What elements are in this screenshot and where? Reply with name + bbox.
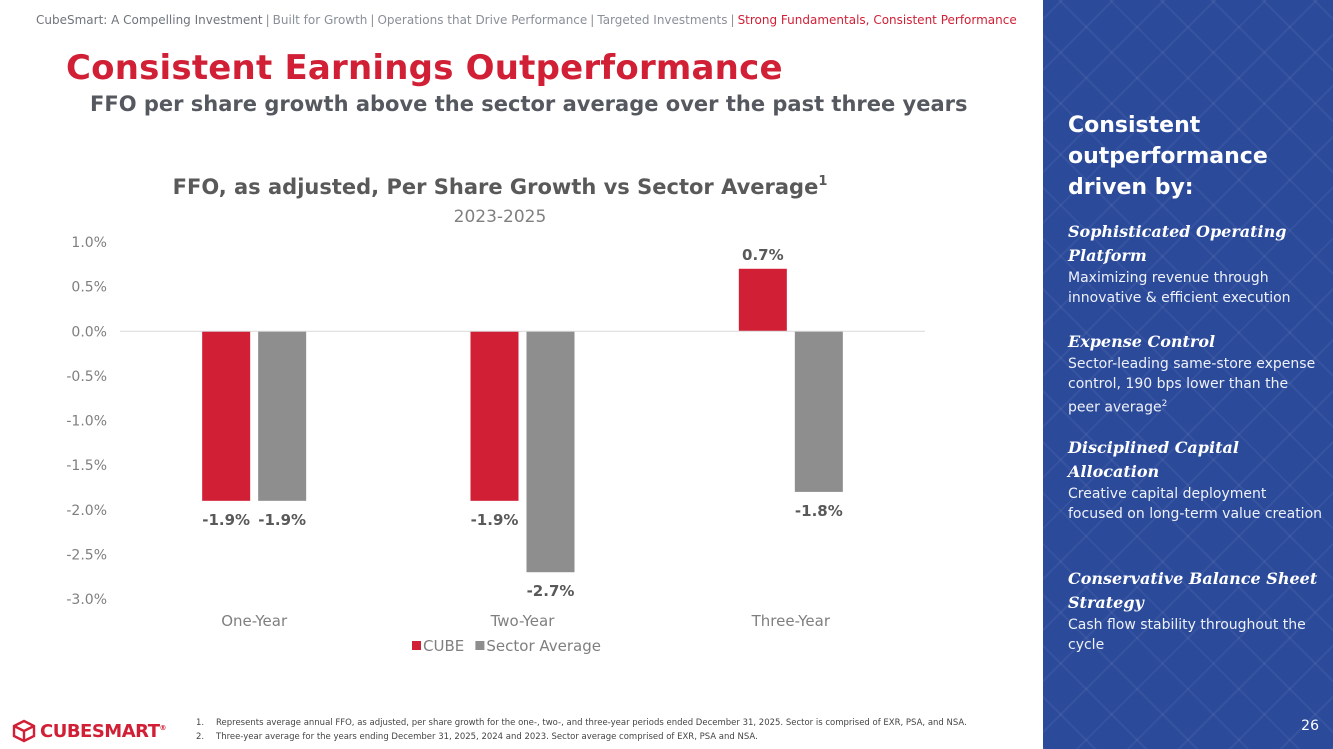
y-tick-label: 0.5% [71,280,107,296]
driver-title: Conservative Balance Sheet Strategy [1068,569,1318,612]
driver-operating-platform: Sophisticated Operating Platform Maximiz… [1068,220,1323,308]
y-tick-label: -1.0% [66,414,107,430]
legend-swatch [412,641,421,650]
driver-description: Creative capital deployment focused on l… [1068,486,1323,522]
driver-description: Cash flow stability throughout the cycle [1068,617,1306,653]
breadcrumb-item[interactable]: Targeted Investments [597,13,728,27]
sidebar-panel: Consistent outperformance driven by: Sop… [1043,0,1333,749]
logo-wordmark: CUBESMART® [40,720,166,742]
breadcrumb: CubeSmart: A Compelling Investment | Built… [36,13,1017,27]
page-subtitle: FFO per share growth above the sector av… [90,92,968,116]
driver-title: Disciplined Capital Allocation [1068,438,1239,481]
cube-logo-icon [12,719,36,743]
bar-cube [202,331,251,501]
x-tick-label: One-Year [221,612,288,630]
footnote-2: 2. Three-year average for the years endin… [196,732,758,742]
x-tick-label: Two-Year [490,612,556,630]
ffo-growth-chart: FFO, as adjusted, Per Share Growth vs Se… [66,174,925,655]
y-tick-label: -3.0% [66,592,107,608]
footnote-ref: 2 [1161,399,1168,409]
legend-swatch [475,641,485,650]
driver-title: Sophisticated Operating Platform [1068,222,1287,265]
driver-capital-allocation: Disciplined Capital Allocation Creative … [1068,436,1323,524]
y-tick-label: -2.0% [66,503,107,519]
y-tick-label: -1.5% [66,458,107,474]
bar-sector-average [526,331,575,573]
driver-description: Maximizing revenue through innovative & … [1068,270,1291,306]
data-label: -1.9% [471,511,519,529]
y-tick-label: 1.0% [71,235,107,251]
breadcrumb-item[interactable]: CubeSmart: A Compelling Investment [36,13,263,27]
data-label: -2.7% [527,582,575,600]
bar-sector-average [794,331,843,492]
data-label: -1.9% [202,511,250,529]
x-tick-label: Three-Year [751,612,831,630]
legend-label: CUBE [423,637,464,655]
chart-title-text: FFO, as adjusted, Per Share Growth vs Se… [173,175,819,199]
y-tick-label: -2.5% [66,547,107,563]
footnotes: 1. Represents average annual FFO, as adju… [196,716,967,744]
breadcrumb-item[interactable]: Built for Growth [272,13,368,27]
chart-subtitle: 2023-2025 [454,207,547,227]
y-tick-label: 0.0% [71,324,107,340]
chart-title-superscript: 1 [818,174,827,189]
bar-sector-average [258,331,307,501]
driver-balance-sheet: Conservative Balance Sheet Strategy Cash… [1068,567,1323,655]
breadcrumb-item-active[interactable]: Strong Fundamentals, Consistent Performa… [737,13,1017,27]
data-label: -1.9% [258,511,306,529]
driver-expense-control: Expense Control Sector-leading same-stor… [1068,330,1323,418]
legend-label: Sector Average [486,637,601,655]
page-title: Consistent Earnings Outperformance [66,48,783,88]
bar-cube [470,331,519,501]
footnote-1: 1. Represents average annual FFO, as adju… [196,718,967,728]
data-label: 0.7% [742,246,784,264]
driver-title: Expense Control [1068,332,1216,351]
data-label: -1.8% [795,502,843,520]
bar-cube [738,268,787,332]
page-number: 26 [1301,718,1319,734]
sidebar-heading: Consistent outperformance driven by: [1068,113,1268,200]
cubesmart-logo[interactable]: CUBESMART® [12,718,166,744]
driver-description: Sector-leading same-store expense contro… [1068,356,1316,416]
breadcrumb-item[interactable]: Operations that Drive Performance [377,13,588,27]
chart-title: FFO, as adjusted, Per Share Growth vs Se… [173,174,828,199]
y-tick-label: -0.5% [66,369,107,385]
